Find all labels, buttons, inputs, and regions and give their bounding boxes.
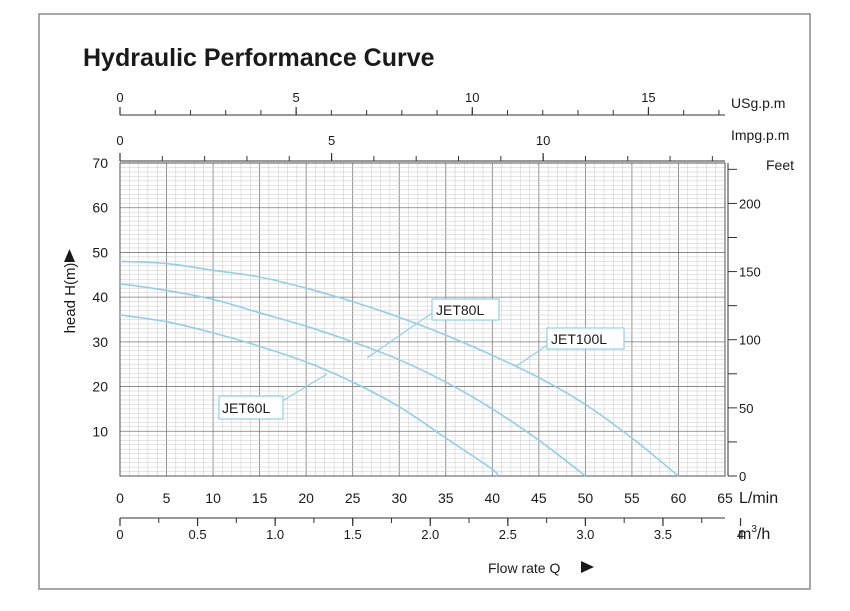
m3h-tick-label: 0.5 <box>189 527 207 542</box>
x-tick-label: 30 <box>391 490 407 506</box>
m3h-tick-label: 0 <box>116 527 123 542</box>
callout-line-jet60l <box>278 373 328 404</box>
impgpm-tick-label: 10 <box>536 133 550 148</box>
callout-box-jet60l <box>218 395 284 420</box>
y-tick-label: 40 <box>92 289 108 305</box>
x-tick-label: 40 <box>485 490 501 506</box>
x-tick-label: 45 <box>531 490 547 506</box>
usgpm-tick-label: 10 <box>465 90 479 105</box>
feet-axis-label: Feet <box>766 157 794 173</box>
callout-box-jet80l <box>431 298 500 321</box>
m3h-axis-label: m3/h <box>738 524 770 543</box>
usgpm-tick-label: 5 <box>293 90 300 105</box>
impgpm-axis-label: Impg.p.m <box>731 127 789 143</box>
y-axis-arrow-icon <box>64 249 75 262</box>
feet-tick-label: 0 <box>739 469 746 484</box>
m3h-tick-label: 2.0 <box>421 527 439 542</box>
y-tick-label: 20 <box>92 379 108 395</box>
x-tick-label: 15 <box>252 490 268 506</box>
plot-border <box>119 162 726 477</box>
x-tick-label: 0 <box>116 490 124 506</box>
x-tick-label: 10 <box>205 490 221 506</box>
impgpm-tick-label: 5 <box>328 133 335 148</box>
x-tick-label: 5 <box>163 490 171 506</box>
y-tick-label: 70 <box>92 155 108 171</box>
m3h-tick-label: 2.5 <box>499 527 517 542</box>
y-tick-label: 50 <box>92 244 108 260</box>
series-label-jet80l: JET80L <box>436 302 484 318</box>
x-tick-label: 55 <box>624 490 640 506</box>
curves <box>119 260 680 477</box>
feet-tick-label: 100 <box>739 333 761 348</box>
usgpm-tick-label: 15 <box>641 90 655 105</box>
usgpm-tick-label: 0 <box>116 90 123 105</box>
x-axis-arrow-icon <box>581 561 594 573</box>
series-label-jet60l: JET60L <box>222 400 270 416</box>
usgpm-axis-label: USg.p.m <box>731 95 785 111</box>
feet-tick-label: 50 <box>739 401 753 416</box>
series-label-jet100l: JET100L <box>551 331 607 347</box>
chart-title: Hydraulic Performance Curve <box>83 44 435 72</box>
m3h-tick-label: 4 <box>737 527 744 542</box>
m3h-tick-label: 1.0 <box>266 527 284 542</box>
callout-line-jet100l <box>514 343 550 368</box>
m3h-tick-label: 3.5 <box>654 527 672 542</box>
y-axis-title-group: head H(m) <box>62 263 79 334</box>
impgpm-tick-label: 0 <box>116 133 123 148</box>
callout-line-jet80l <box>366 312 433 359</box>
lpm-axis-label: L/min <box>739 490 778 507</box>
m3h-tick-label: 3.0 <box>576 527 594 542</box>
curve-jet100l <box>119 260 680 477</box>
feet-tick-label: 150 <box>739 265 761 280</box>
x-tick-label: 20 <box>298 490 314 506</box>
y-axis-title: head H(m) <box>62 263 79 334</box>
chart-axes: 0 5 10 15 20 25 30 35 40 45 50 55 60 6510203040506070… <box>92 90 760 542</box>
x-tick-label: 35 <box>438 490 454 506</box>
x-axis-title: Flow rate Q <box>488 560 560 576</box>
y-tick-label: 10 <box>92 423 108 439</box>
x-tick-label: 50 <box>578 490 594 506</box>
m3h-tick-label: 1.5 <box>344 527 362 542</box>
curve-jet80l <box>119 282 586 477</box>
x-tick-label: 25 <box>345 490 361 506</box>
y-tick-label: 60 <box>92 200 108 216</box>
callout-box-jet100l <box>546 327 625 350</box>
plot-grid <box>119 162 726 477</box>
feet-tick-label: 200 <box>739 196 761 211</box>
curve-jet60l <box>119 314 499 477</box>
x-tick-label: 60 <box>671 490 687 506</box>
x-tick-label: 65 <box>717 490 733 506</box>
y-tick-label: 30 <box>92 334 108 350</box>
